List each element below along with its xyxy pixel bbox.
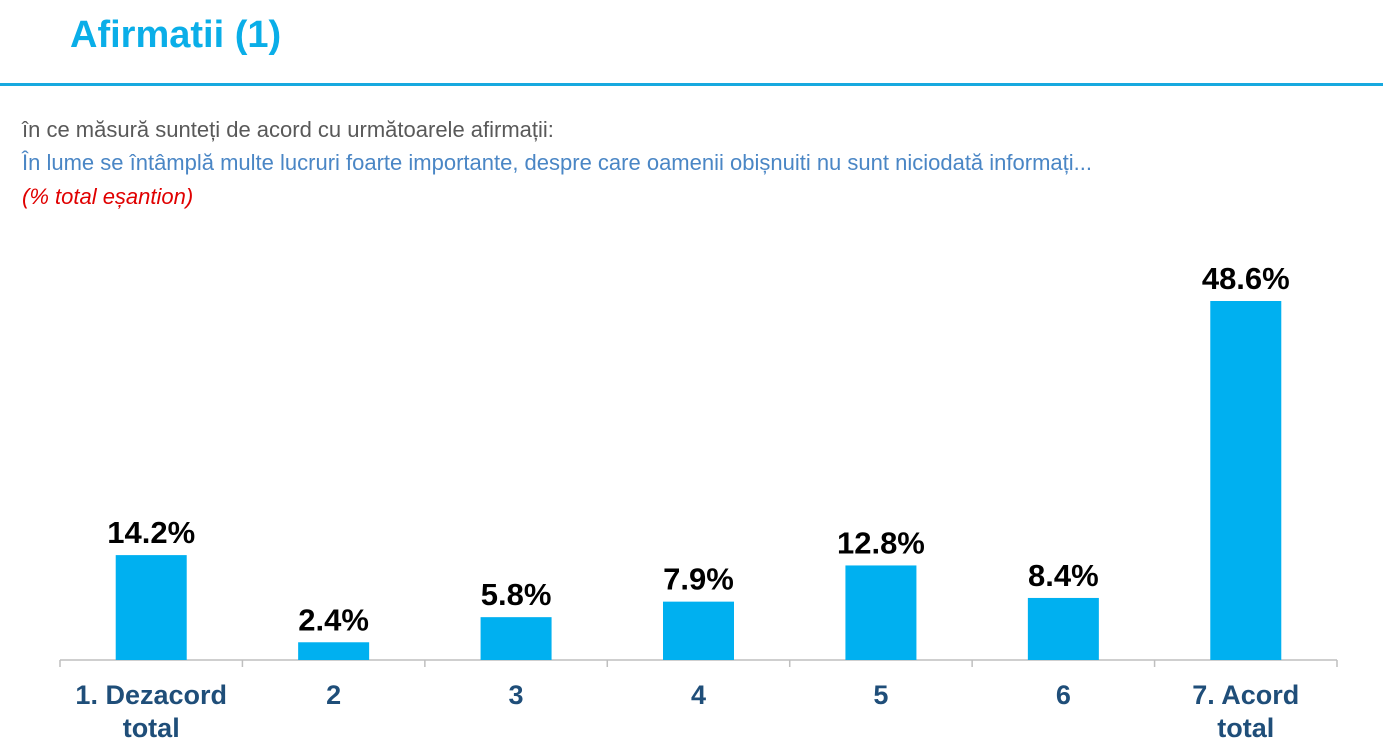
question-text: în ce măsură sunteți de acord cu următoa… [22, 117, 554, 142]
data-label: 7.9% [663, 562, 734, 597]
x-tick-label: 2 [326, 680, 341, 710]
base-note: (% total eșantion) [22, 184, 194, 209]
bar [480, 617, 552, 660]
x-tick-label: 4 [691, 680, 706, 710]
x-tick-label: 7. Acord [1192, 680, 1299, 710]
bar [298, 642, 370, 660]
x-tick-label: total [1217, 713, 1274, 743]
x-tick-label: 5 [873, 680, 888, 710]
page-title: Afirmatii (1) [70, 14, 282, 56]
bar [115, 555, 187, 660]
data-label: 8.4% [1028, 558, 1099, 593]
x-tick-label: 1. Dezacord [75, 680, 227, 710]
data-label: 48.6% [1202, 261, 1290, 296]
bar [845, 565, 917, 660]
bar [1210, 301, 1282, 660]
data-label: 2.4% [298, 602, 369, 637]
bar [1027, 597, 1099, 660]
statement-text: În lume se întâmplă multe lucruri foarte… [22, 150, 1092, 175]
x-tick-label: total [123, 713, 180, 743]
data-label: 12.8% [837, 525, 925, 560]
data-label: 14.2% [107, 515, 195, 550]
bar [663, 601, 734, 660]
title-divider [0, 83, 1383, 86]
x-tick-label: 6 [1056, 680, 1071, 710]
x-tick-label: 3 [509, 680, 524, 710]
data-label: 5.8% [481, 577, 552, 612]
